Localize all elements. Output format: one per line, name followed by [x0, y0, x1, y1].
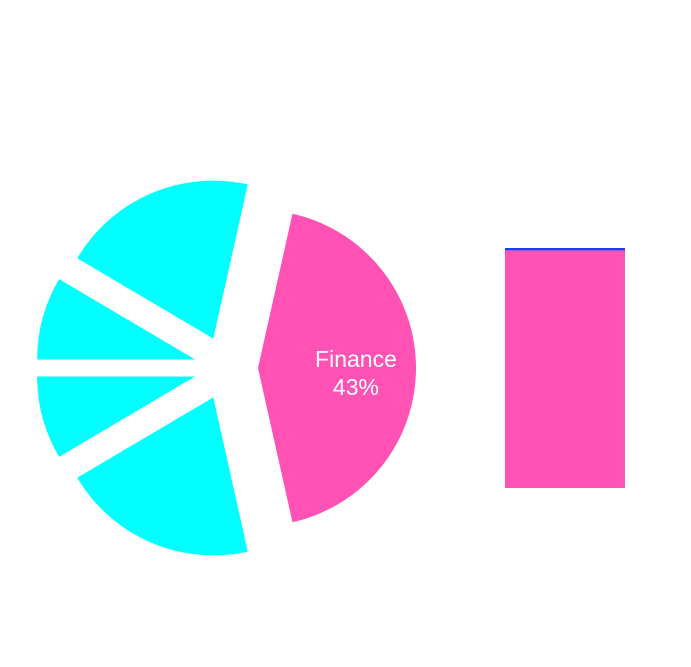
pie-slice-value-label: 43% [333, 374, 379, 400]
pie-slice-0 [258, 213, 417, 523]
pie-slice-3 [37, 279, 196, 360]
pie-slice-2 [37, 376, 196, 457]
pie-slice-1 [77, 397, 248, 556]
stacked-bar-chart [505, 248, 625, 488]
bar-segment-0 [505, 250, 625, 488]
bar-segment-1 [505, 248, 625, 251]
pie-slice-label: Finance [315, 346, 397, 372]
pie-slice-4 [77, 180, 248, 339]
